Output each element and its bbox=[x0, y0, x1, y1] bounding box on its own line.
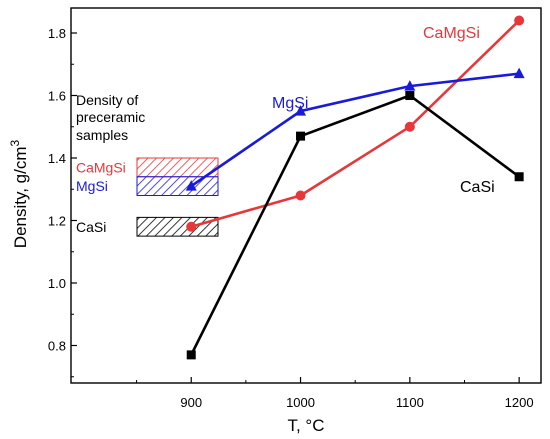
series-line bbox=[190, 72, 520, 188]
series-group bbox=[185, 15, 525, 360]
series-mgsi bbox=[185, 67, 525, 191]
plot-frame bbox=[70, 7, 542, 384]
series-labels: CaMgSi MgSi CaSi bbox=[272, 25, 495, 196]
annotation-title-line: samples bbox=[76, 127, 128, 143]
series-line bbox=[190, 19, 521, 228]
series-camgsi bbox=[186, 15, 525, 232]
band-camgsi bbox=[136, 157, 219, 178]
band-label-casi: CaSi bbox=[76, 219, 106, 235]
data-point bbox=[404, 121, 415, 132]
data-point bbox=[295, 190, 306, 201]
series-casi bbox=[186, 91, 524, 360]
y-tick-label: 1.0 bbox=[48, 276, 66, 291]
data-point bbox=[185, 180, 197, 191]
preceramic-density-bands: CaMgSi MgSi CaSi bbox=[76, 157, 219, 237]
axes: 0.8 1.0 1.2 1.4 1.6 1.8 900 1000 1100 1200 bbox=[48, 7, 542, 410]
x-tick-label: 1000 bbox=[286, 395, 315, 410]
series-label-mgsi: MgSi bbox=[272, 95, 308, 112]
data-point bbox=[295, 105, 307, 116]
band-label-mgsi: MgSi bbox=[76, 178, 108, 194]
annotation-title-line: preceramic bbox=[76, 109, 145, 125]
y-axis-title-superscript: 3 bbox=[8, 139, 22, 146]
y-tick-label: 1.2 bbox=[48, 214, 66, 229]
series-line bbox=[190, 94, 520, 356]
x-axis-title: T, °C bbox=[287, 416, 324, 435]
y-tick-label: 0.8 bbox=[48, 339, 66, 354]
y-tick-label: 1.4 bbox=[48, 151, 66, 166]
x-tick-label: 1100 bbox=[396, 395, 424, 410]
annotation-title-line: Density of bbox=[76, 92, 138, 108]
x-tick-label: 900 bbox=[180, 395, 202, 410]
band-casi bbox=[136, 216, 219, 237]
y-tick-label: 1.8 bbox=[48, 26, 66, 41]
data-point bbox=[296, 131, 306, 141]
data-point bbox=[513, 67, 525, 79]
band-mgsi bbox=[136, 176, 219, 196]
data-point bbox=[186, 221, 197, 232]
data-point bbox=[514, 15, 525, 26]
data-point bbox=[514, 172, 524, 182]
data-point bbox=[186, 350, 196, 360]
annotation-title: Density of preceramic samples bbox=[76, 92, 145, 143]
data-point bbox=[405, 91, 415, 100]
y-tick-label: 1.6 bbox=[48, 89, 66, 104]
x-tick-label: 1200 bbox=[505, 395, 534, 410]
y-axis-title: Density, g/cm3 bbox=[8, 139, 30, 248]
band-label-camgsi: CaMgSi bbox=[76, 159, 126, 175]
series-label-casi: CaSi bbox=[460, 179, 495, 196]
data-point bbox=[404, 80, 416, 91]
series-label-camgsi: CaMgSi bbox=[423, 25, 480, 42]
